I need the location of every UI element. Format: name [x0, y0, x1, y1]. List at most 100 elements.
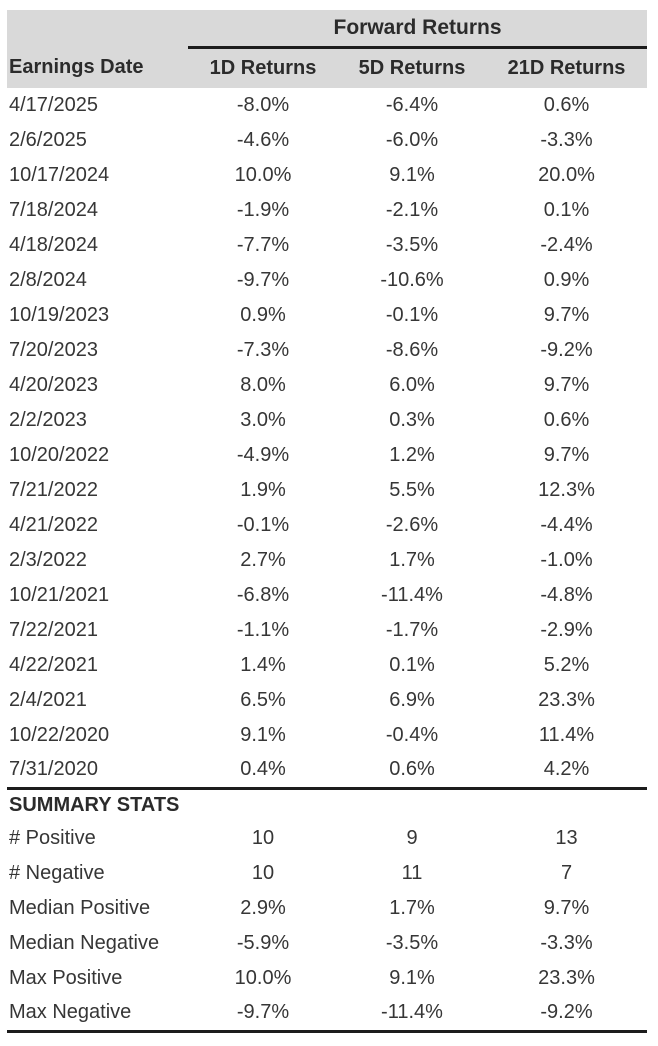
table-row: 10/21/2021 -6.8% -11.4% -4.8%	[7, 578, 647, 613]
return-value-cell: -11.4%	[381, 584, 443, 606]
data-rows-section: 4/17/2025 -8.0% -6.4% 0.6% 2/6/2025 -4.6% -6.0…	[7, 88, 647, 788]
earnings-date-cell: 2/4/2021	[9, 689, 87, 711]
return-value-cell: -9.7%	[188, 996, 338, 1033]
earnings-date-cell: 2/6/2025	[9, 129, 87, 151]
earnings-date-cell: 7/31/2020	[9, 758, 98, 781]
summary-title-spacer	[486, 786, 648, 821]
return-value-cell: 0.1%	[389, 654, 435, 676]
summary-label-cell: Median Negative	[9, 932, 160, 954]
return-value-cell: 0.6%	[543, 409, 590, 431]
return-value-cell: 0.9%	[240, 304, 286, 326]
return-value-cell: 1.2%	[389, 444, 435, 466]
table-row: 4/17/2025 -8.0% -6.4% 0.6%	[7, 88, 647, 123]
earnings-date-cell: 2/3/2022	[9, 549, 87, 571]
return-value-cell: 10	[251, 862, 275, 884]
column-header-row: Earnings Date 1D Returns 5D Returns 21D …	[7, 47, 647, 88]
return-value-cell: -2.6%	[385, 514, 439, 536]
return-value-cell: 9.7%	[543, 897, 590, 919]
return-value-cell: 5.5%	[389, 479, 435, 501]
summary-row: Max Positive 10.0% 9.1% 23.3%	[7, 961, 647, 996]
return-value-cell: 20.0%	[538, 164, 595, 186]
header-corner-cell	[7, 10, 188, 47]
return-value-cell: -1.9%	[236, 199, 290, 221]
column-header-21d-returns: 21D Returns	[507, 56, 626, 79]
table-row: 2/4/2021 6.5% 6.9% 23.3%	[7, 683, 647, 718]
table-row: 2/6/2025 -4.6% -6.0% -3.3%	[7, 123, 647, 158]
column-header-5d-returns: 5D Returns	[358, 56, 466, 79]
return-value-cell: -6.0%	[385, 129, 439, 151]
table-row: 2/3/2022 2.7% 1.7% -1.0%	[7, 543, 647, 578]
table-row: 7/31/2020 0.4% 0.6% 4.2%	[7, 753, 647, 788]
return-value-cell: -5.9%	[236, 932, 290, 954]
return-value-cell: 23.3%	[538, 967, 595, 989]
return-value-cell: -2.4%	[540, 234, 593, 256]
earnings-date-cell: 4/21/2022	[9, 514, 98, 536]
return-value-cell: -8.0%	[236, 94, 290, 116]
table-row: 7/18/2024 -1.9% -2.1% 0.1%	[7, 193, 647, 228]
return-value-cell: 0.3%	[389, 409, 435, 431]
return-value-cell: 9.7%	[543, 444, 590, 466]
return-value-cell: 0.4%	[240, 758, 286, 781]
return-value-cell: 0.1%	[543, 199, 590, 221]
return-value-cell: -7.3%	[236, 339, 290, 361]
return-value-cell: -4.6%	[236, 129, 290, 151]
return-value-cell: -11.4%	[338, 996, 486, 1033]
return-value-cell: 6.9%	[389, 689, 435, 711]
table-row: 4/22/2021 1.4% 0.1% 5.2%	[7, 648, 647, 683]
return-value-cell: -1.1%	[236, 619, 290, 641]
summary-label-cell: Max Positive	[9, 967, 123, 989]
table-row: 10/22/2020 9.1% -0.4% 11.4%	[7, 718, 647, 753]
summary-title-spacer	[188, 786, 338, 821]
return-value-cell: 1.4%	[240, 654, 286, 676]
return-value-cell: 0.9%	[543, 269, 590, 291]
forward-returns-table: Forward Returns Earnings Date 1D Returns…	[7, 10, 648, 1033]
return-value-cell: -7.7%	[236, 234, 290, 256]
table-row: 7/21/2022 1.9% 5.5% 12.3%	[7, 473, 647, 508]
return-value-cell: 0.6%	[543, 94, 590, 116]
return-value-cell: -3.3%	[540, 932, 593, 954]
return-value-cell: -8.6%	[385, 339, 439, 361]
earnings-date-cell: 10/22/2020	[9, 724, 110, 746]
return-value-cell: -6.8%	[236, 584, 290, 606]
earnings-date-cell: 7/22/2021	[9, 619, 98, 641]
summary-label-cell: # Negative	[9, 862, 105, 884]
return-value-cell: -4.8%	[540, 584, 593, 606]
table-row: 2/8/2024 -9.7% -10.6% 0.9%	[7, 263, 647, 298]
summary-row: # Positive 10 9 13	[7, 821, 647, 856]
return-value-cell: -6.4%	[385, 94, 439, 116]
return-value-cell: -10.6%	[380, 269, 444, 291]
earnings-date-cell: 10/17/2024	[9, 164, 110, 186]
return-value-cell: 9	[406, 827, 418, 849]
return-value-cell: 12.3%	[538, 479, 595, 501]
return-value-cell: -3.3%	[540, 129, 593, 151]
return-value-cell: 9.1%	[389, 967, 435, 989]
earnings-date-cell: 10/20/2022	[9, 444, 110, 466]
return-value-cell: -1.0%	[540, 549, 593, 571]
table-row: 7/22/2021 -1.1% -1.7% -2.9%	[7, 613, 647, 648]
table-header: Forward Returns Earnings Date 1D Returns…	[7, 10, 648, 88]
return-value-cell: 2.7%	[240, 549, 286, 571]
return-value-cell: -1.7%	[385, 619, 439, 641]
summary-row: Median Negative -5.9% -3.5% -3.3%	[7, 926, 647, 961]
return-value-cell: 1.7%	[389, 897, 435, 919]
earnings-date-cell: 2/2/2023	[9, 409, 87, 431]
table-row: 4/18/2024 -7.7% -3.5% -2.4%	[7, 228, 647, 263]
return-value-cell: 7	[560, 862, 573, 884]
earnings-date-cell: 10/21/2021	[9, 584, 110, 606]
return-value-cell: -3.5%	[385, 932, 439, 954]
return-value-cell: -0.1%	[385, 304, 439, 326]
earnings-date-cell: 7/21/2022	[9, 479, 98, 501]
summary-rows-section: # Positive 10 9 13 # Negative 10 11 7 Median Pos…	[7, 821, 648, 1033]
summary-row: Max Negative -9.7% -11.4% -9.2%	[7, 996, 648, 1033]
return-value-cell: -9.7%	[236, 269, 290, 291]
return-value-cell: 4.2%	[543, 758, 590, 781]
return-value-cell: -4.4%	[540, 514, 593, 536]
return-value-cell: 11	[401, 862, 423, 884]
return-value-cell: 9.7%	[543, 304, 590, 326]
return-value-cell: 23.3%	[538, 689, 595, 711]
summary-stats-title: SUMMARY STATS	[7, 786, 188, 821]
column-header-earnings-date: Earnings Date	[9, 56, 144, 78]
earnings-date-cell: 4/20/2023	[9, 374, 98, 396]
earnings-date-cell: 2/8/2024	[9, 269, 87, 291]
table-row: 4/20/2023 8.0% 6.0% 9.7%	[7, 368, 647, 403]
